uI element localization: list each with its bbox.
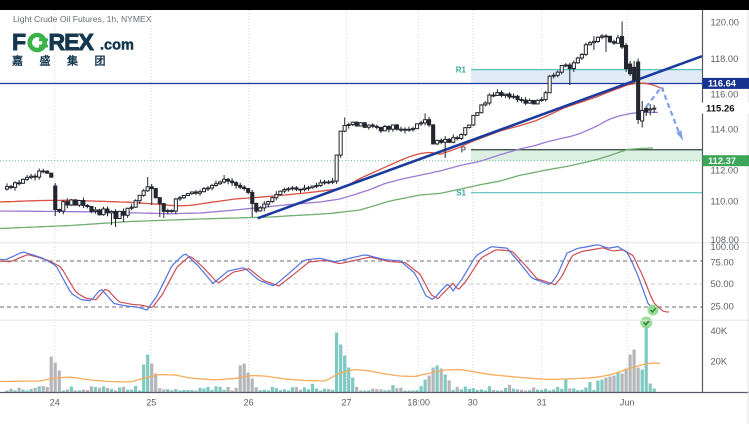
svg-text:40K: 40K: [711, 326, 728, 336]
svg-text:.com: .com: [100, 38, 134, 54]
svg-text:24: 24: [50, 398, 60, 408]
svg-text:75.00: 75.00: [711, 258, 734, 268]
svg-text:20K: 20K: [711, 357, 728, 367]
svg-text:120.00: 120.00: [711, 18, 739, 28]
svg-text:Light Crude Oil Futures, 1h, N: Light Crude Oil Futures, 1h, NYMEX: [13, 14, 152, 24]
svg-text:REX: REX: [49, 29, 95, 55]
svg-text:27: 27: [341, 398, 351, 408]
svg-text:F: F: [12, 29, 26, 55]
svg-text:25: 25: [146, 398, 156, 408]
svg-text:115.26: 115.26: [706, 103, 735, 114]
svg-text:18:00: 18:00: [407, 398, 430, 408]
svg-text:110.00: 110.00: [711, 197, 739, 207]
svg-text:118.00: 118.00: [711, 54, 739, 64]
svg-text:112.00: 112.00: [711, 166, 739, 176]
svg-text:114.00: 114.00: [711, 125, 739, 135]
svg-text:26: 26: [244, 398, 254, 408]
svg-text:Jun: Jun: [620, 398, 635, 408]
svg-text:100.00: 100.00: [711, 242, 739, 252]
svg-text:50.00: 50.00: [711, 279, 734, 289]
svg-text:25.00: 25.00: [711, 302, 734, 312]
svg-text:116.64: 116.64: [708, 79, 737, 89]
svg-text:R1: R1: [456, 66, 467, 75]
svg-text:嘉盛集团: 嘉盛集团: [11, 54, 122, 68]
svg-text:31: 31: [537, 398, 547, 408]
svg-text:112.37: 112.37: [708, 156, 736, 166]
svg-text:116.00: 116.00: [711, 89, 739, 99]
svg-text:30: 30: [468, 398, 478, 408]
